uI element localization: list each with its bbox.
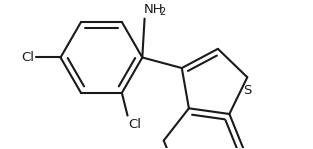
Text: Cl: Cl: [129, 118, 142, 131]
Text: 2: 2: [159, 7, 165, 17]
Text: NH: NH: [143, 3, 163, 16]
Text: Cl: Cl: [21, 51, 34, 64]
Text: S: S: [243, 84, 251, 97]
